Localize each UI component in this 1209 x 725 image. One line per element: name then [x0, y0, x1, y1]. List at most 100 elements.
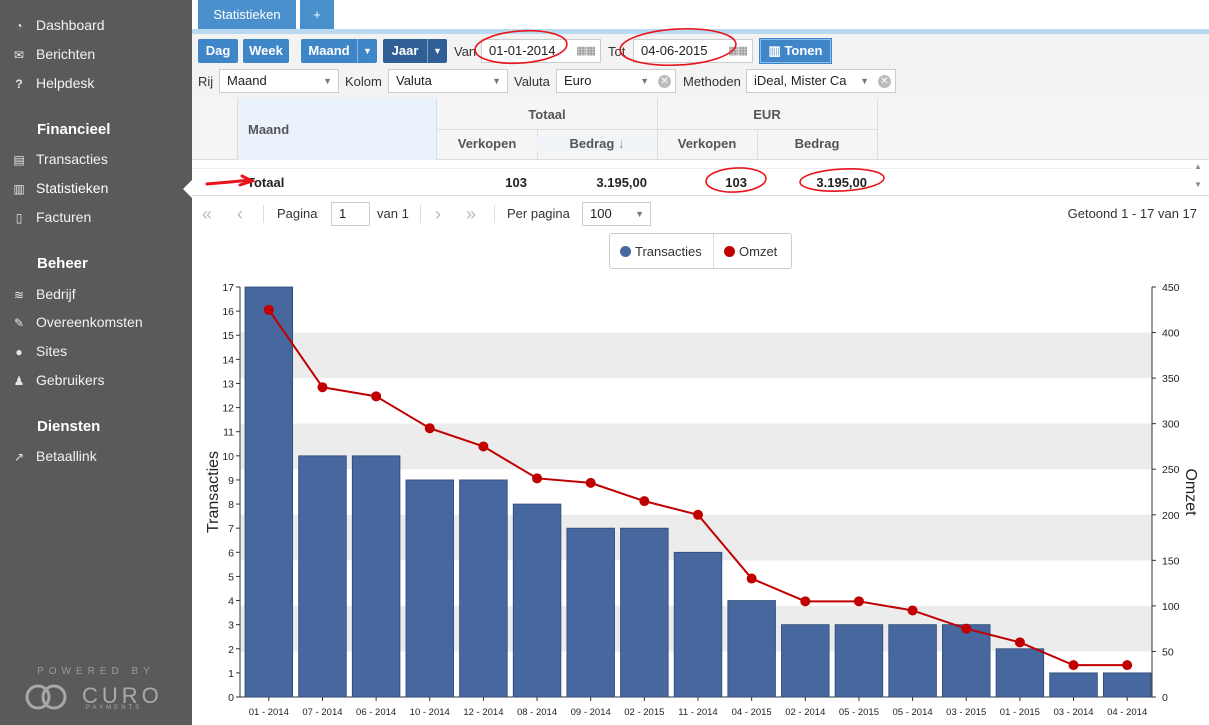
sidebar-item-transacties[interactable]: ▤ Transacties: [0, 145, 192, 174]
column-header-eur-verkopen[interactable]: Verkopen: [677, 136, 737, 151]
sidebar-item-statistieken[interactable]: ▥ Statistieken: [0, 174, 192, 203]
database-icon: ≋: [13, 288, 25, 302]
dag-button[interactable]: Dag: [198, 39, 238, 63]
transactions-chart: 0123456789101112131415161705010015020025…: [205, 282, 1199, 718]
y-tick-label: 13: [222, 378, 234, 390]
bar-transacties: [351, 455, 401, 698]
first-page-icon[interactable]: «: [202, 204, 213, 224]
column-header-eur-bedrag[interactable]: Bedrag: [794, 136, 840, 151]
tot-date-field[interactable]: 04-06-2015 ▦▦: [633, 39, 753, 63]
sidebar: ◔ Dashboard ✉ Berichten ? Helpdesk Financie…: [0, 0, 192, 725]
sidebar-item-helpdesk[interactable]: ? Helpdesk: [0, 69, 192, 98]
sidebar-item-overeenkomsten[interactable]: ✎ Overeenkomsten: [0, 308, 192, 337]
dashboard-icon: ◔: [15, 19, 23, 33]
grid-scrollbar[interactable]: ▲ ▼: [1193, 160, 1203, 196]
column-header-maand[interactable]: Maand: [237, 98, 437, 160]
bar-transacties: [459, 479, 508, 698]
sidebar-item-dashboard[interactable]: ◔ Dashboard: [0, 11, 192, 40]
y2-tick-label: 200: [1162, 510, 1180, 522]
y-tick-label: 5: [228, 571, 234, 583]
pager-separator: [420, 205, 421, 223]
y-tick-label: 9: [228, 475, 234, 487]
clear-icon[interactable]: ✕: [878, 75, 891, 88]
calendar-icon[interactable]: ▦▦: [576, 45, 596, 57]
pager: « ‹ Pagina 1 van 1 › » Per pagina 100 ▼ …: [192, 197, 1209, 233]
legend-item-omzet[interactable]: Omzet: [724, 244, 777, 259]
legend-swatch: [724, 246, 735, 257]
bar-transacties: [512, 503, 562, 698]
chevron-down-icon[interactable]: ▼: [427, 39, 447, 63]
column-header-totaal-bedrag[interactable]: Bedrag ↓: [537, 136, 657, 151]
methoden-select[interactable]: iDeal, Mister Ca ▼ ✕: [746, 69, 896, 93]
grid-body: Totaal 103 3.195,00 103 3.195,00 ▲ ▼: [192, 160, 1209, 196]
bar-transacties: [244, 286, 294, 698]
point-omzet: [424, 423, 435, 434]
tab-statistieken[interactable]: Statistieken: [198, 0, 296, 29]
point-omzet: [961, 623, 972, 634]
maand-header-label: Maand: [248, 122, 290, 137]
kolom-select[interactable]: Valuta ▼: [388, 69, 508, 93]
scroll-down-icon[interactable]: ▼: [1194, 180, 1202, 189]
kolom-label: Kolom: [345, 74, 382, 89]
column-header-totaal-verkopen[interactable]: Verkopen: [457, 136, 517, 151]
sidebar-item-berichten[interactable]: ✉ Berichten: [0, 40, 192, 69]
van-date-field[interactable]: 01-01-2014 ▦▦: [481, 39, 601, 63]
x-tick-label: 04 - 2015: [732, 707, 772, 718]
prev-page-icon[interactable]: ‹: [237, 204, 243, 224]
tot-label: Tot: [608, 44, 626, 59]
eur-verkopen-cell: 103: [725, 175, 747, 190]
chart-legend: Transacties Omzet: [609, 233, 792, 269]
pager-separator: [494, 205, 495, 223]
y-tick-label: 0: [228, 692, 234, 704]
bar-transacties: [405, 479, 454, 698]
last-page-icon[interactable]: »: [466, 204, 477, 224]
legend-item-transacties[interactable]: Transacties: [620, 244, 702, 259]
bar-transacties: [566, 527, 615, 698]
clear-icon[interactable]: ✕: [658, 75, 671, 88]
total-row-label: Totaal: [247, 175, 285, 190]
jaar-button[interactable]: Jaar ▼: [383, 39, 447, 63]
point-omzet: [693, 509, 703, 520]
chevron-down-icon[interactable]: ▼: [357, 39, 377, 63]
tab-bar: Statistieken +: [192, 0, 1209, 34]
y2-tick-label: 400: [1162, 328, 1180, 340]
row-divider: [192, 168, 1192, 169]
van-date-value: 01-01-2014: [489, 43, 556, 58]
chevron-down-icon: ▼: [635, 209, 644, 219]
per-pagina-select[interactable]: 100 ▼: [582, 202, 651, 226]
sidebar-item-label: Transacties: [36, 151, 108, 167]
bar-transacties: [673, 551, 723, 698]
calendar-icon[interactable]: ▦▦: [728, 45, 748, 57]
point-omzet: [639, 496, 650, 507]
valuta-label: Valuta: [514, 74, 550, 89]
sidebar-item-gebruikers[interactable]: ♟ Gebruikers: [0, 366, 192, 395]
scroll-up-icon[interactable]: ▲: [1194, 162, 1202, 171]
add-tab-button[interactable]: +: [300, 0, 334, 29]
grid-header: Maand Totaal EUR Verkopen Bedrag ↓ Verko…: [192, 98, 1209, 160]
rij-select[interactable]: Maand ▼: [219, 69, 339, 93]
section-title-beheer: Beheer: [37, 255, 88, 272]
sidebar-item-sites[interactable]: ● Sites: [0, 337, 192, 366]
sidebar-item-facturen[interactable]: ▯ Facturen: [0, 203, 192, 232]
bar-transacties: [1102, 672, 1152, 698]
point-omzet: [746, 573, 757, 584]
tonen-button[interactable]: ▥ Tonen: [759, 38, 832, 64]
point-omzet: [317, 382, 328, 393]
sidebar-item-bedrijf[interactable]: ≋ Bedrijf: [0, 280, 192, 309]
next-page-icon[interactable]: ›: [435, 204, 441, 224]
chevron-down-icon: ▼: [860, 76, 869, 86]
point-omzet: [907, 605, 918, 616]
y2-tick-label: 450: [1162, 282, 1180, 294]
sidebar-item-betaallink[interactable]: ↗ Betaallink: [0, 442, 192, 471]
page-number-input[interactable]: 1: [331, 202, 370, 226]
maand-button[interactable]: Maand ▼: [301, 39, 377, 63]
header-divider: [657, 98, 658, 160]
sidebar-item-label: Berichten: [36, 46, 96, 62]
valuta-select[interactable]: Euro ▼ ✕: [556, 69, 676, 93]
user-icon: ♟: [13, 374, 25, 388]
y2-tick-label: 350: [1162, 373, 1180, 385]
filter-toolbar: Dag Week Maand ▼ Jaar ▼ Van 01-01-2014 ▦…: [192, 34, 1209, 98]
y-tick-label: 14: [222, 354, 234, 366]
bar-transacties: [727, 600, 776, 698]
week-button[interactable]: Week: [243, 39, 289, 63]
